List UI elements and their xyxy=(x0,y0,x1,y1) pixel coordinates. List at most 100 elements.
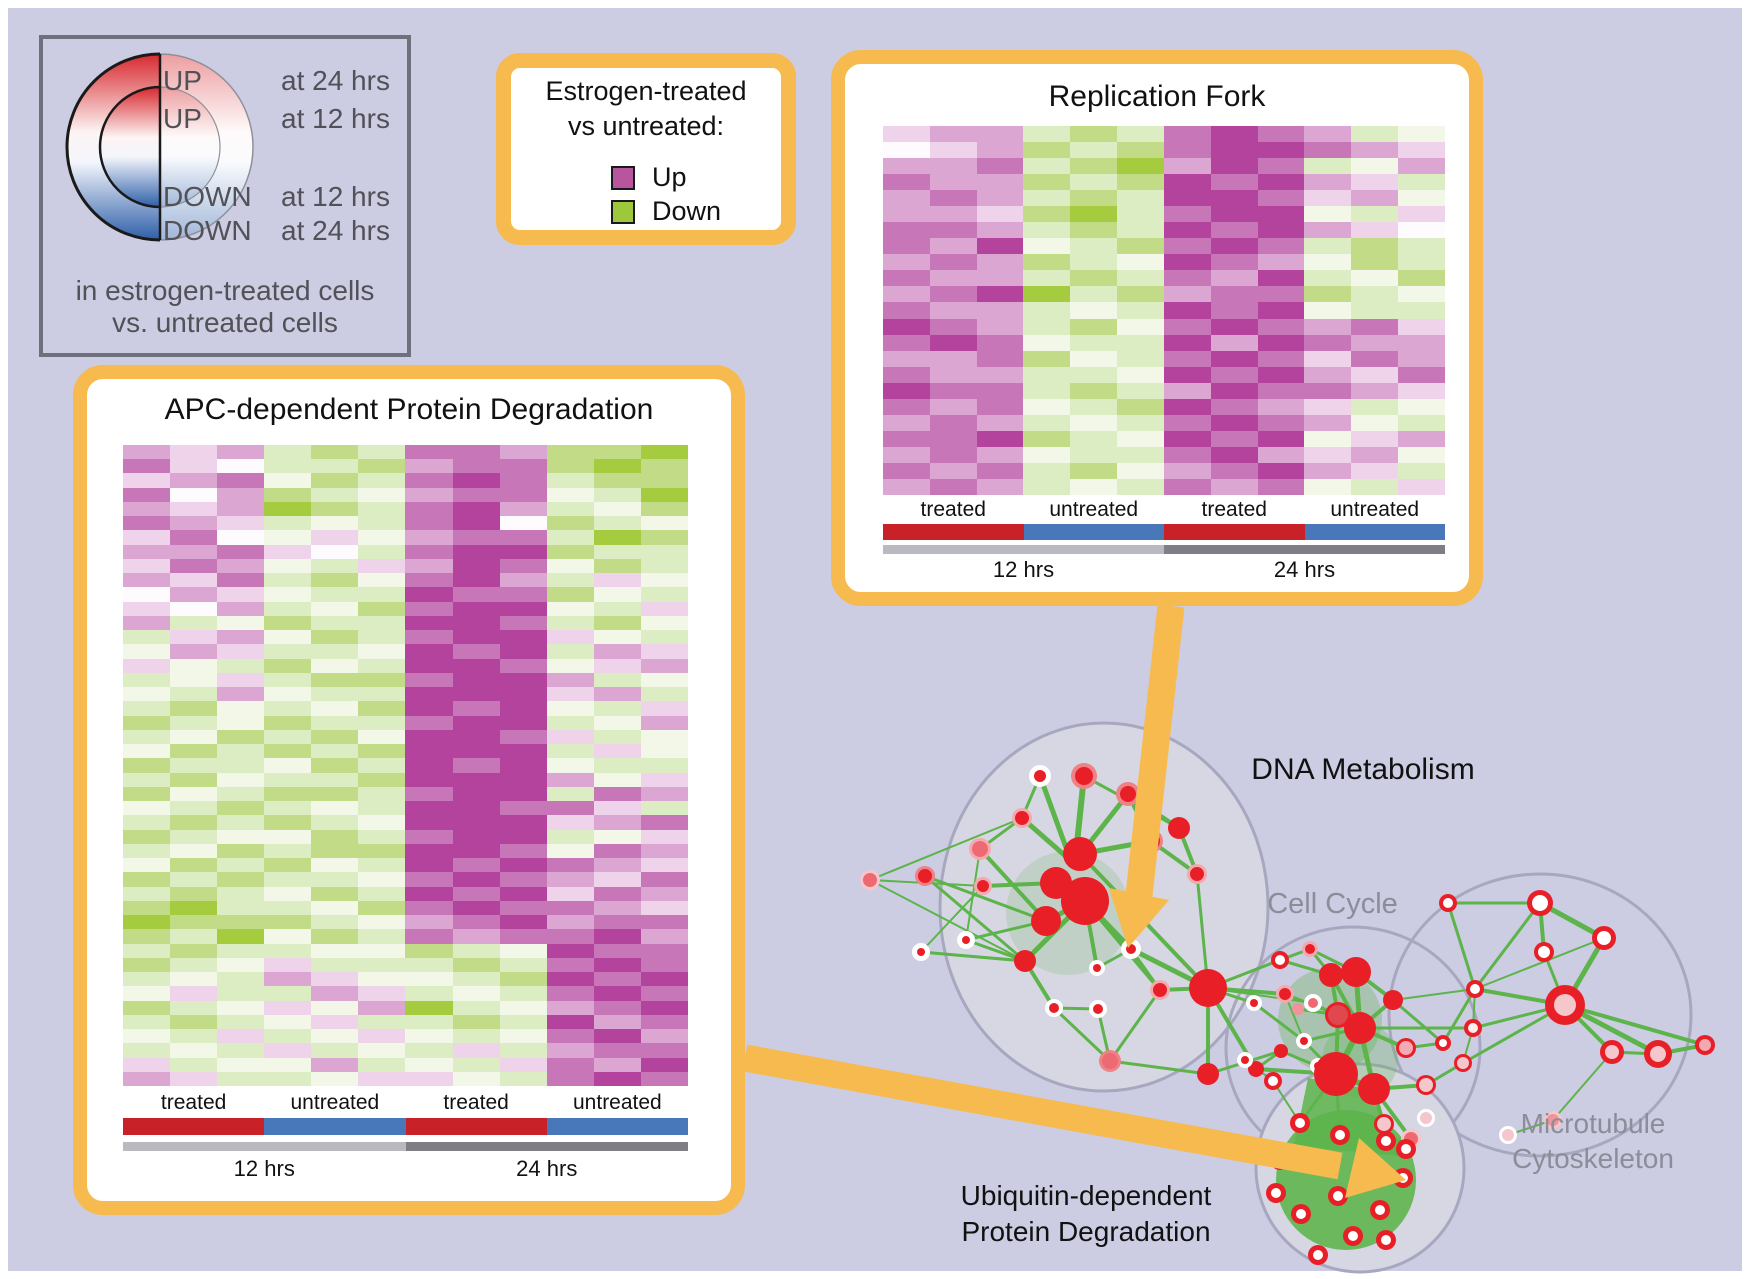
heatmap-cell xyxy=(1398,398,1445,415)
heatmap-cell xyxy=(264,957,312,973)
heatmap-cell xyxy=(358,672,406,688)
heatmap-cell xyxy=(311,972,359,987)
heatmap-cell xyxy=(593,786,641,802)
heatmap-cell xyxy=(1257,174,1305,191)
heatmap-cell xyxy=(499,544,547,559)
heatmap-cell xyxy=(1398,158,1445,175)
heatmap-cell xyxy=(640,658,688,673)
heatmap-cell xyxy=(1070,318,1118,335)
heatmap-cell xyxy=(546,587,594,602)
heatmap-cell xyxy=(593,1057,641,1072)
network-edge xyxy=(1083,899,1162,992)
network-edge xyxy=(1126,792,1153,843)
heatmap-cell xyxy=(593,872,641,887)
heatmap-cell xyxy=(123,1057,171,1072)
heatmap-cell xyxy=(405,929,453,944)
heatmap-cell xyxy=(1117,350,1164,367)
heatmap-cell xyxy=(311,886,359,901)
heatmap-cell xyxy=(311,516,359,531)
network-edge xyxy=(1656,1043,1707,1056)
heatmap-cell xyxy=(640,744,688,759)
heatmap-cell xyxy=(593,530,641,545)
heatmap-cell xyxy=(358,487,406,502)
heatmap-cell xyxy=(1023,126,1071,143)
heatmap-cell xyxy=(640,729,688,745)
heatmap-cell xyxy=(452,459,500,474)
node-ring xyxy=(1187,864,1207,884)
node-ring xyxy=(1435,1035,1451,1051)
heatmap-cell xyxy=(1398,206,1445,223)
heatmap-cell xyxy=(405,573,453,588)
heatmap-cell xyxy=(170,615,218,631)
heatmap-cell xyxy=(640,644,688,659)
node-ring xyxy=(1376,1230,1396,1250)
heatmap-cell xyxy=(405,530,453,545)
network-node xyxy=(1532,895,1548,911)
heatmap-cell xyxy=(976,174,1024,191)
heatmap-cell xyxy=(1398,366,1445,383)
heatmap-cell xyxy=(640,501,688,517)
heatmap-cell xyxy=(640,801,688,816)
heatmap-cell xyxy=(1257,334,1305,351)
heatmap-cell xyxy=(123,929,171,944)
heatmap-cell xyxy=(1304,382,1352,399)
heatmap-cell xyxy=(1163,270,1211,287)
heatmap-cell xyxy=(123,558,171,574)
heatmap-cell xyxy=(1070,206,1118,223)
heatmap-cell xyxy=(1304,158,1352,175)
heatmap-cell xyxy=(452,729,500,745)
network-node xyxy=(1650,1046,1666,1062)
heatmap-cell xyxy=(593,715,641,730)
network-edge xyxy=(1372,1087,1413,1141)
heatmap-cell xyxy=(123,530,171,545)
heatmap-cell xyxy=(640,829,688,844)
node-ring xyxy=(1296,1033,1312,1049)
heatmap-cell xyxy=(1304,446,1352,463)
network-node xyxy=(918,869,932,883)
network-edge xyxy=(1128,946,1211,991)
network-node xyxy=(1328,1005,1348,1025)
heatmap-cell xyxy=(311,644,359,659)
heatmap-cell xyxy=(499,487,547,502)
heatmap-cell xyxy=(123,829,171,844)
heatmap-cell xyxy=(170,801,218,816)
network-edge xyxy=(1610,1050,1660,1056)
heatmap-cell xyxy=(123,872,171,887)
network-edge xyxy=(1357,1025,1377,1092)
heatmap-cell xyxy=(640,900,688,916)
heatmap-cell xyxy=(1304,222,1352,239)
heatmap-cell xyxy=(264,829,312,844)
heatmap-cell xyxy=(452,829,500,844)
network-node xyxy=(1699,1039,1711,1051)
node-ring xyxy=(1396,1038,1416,1058)
heatmap-cell xyxy=(311,544,359,559)
network-node xyxy=(1126,944,1136,954)
heatmap-cell xyxy=(311,943,359,958)
heatmap-cell xyxy=(883,270,930,287)
heatmap-cell xyxy=(883,206,930,223)
heatmap-cell xyxy=(499,1014,547,1030)
heatmap-cell xyxy=(546,473,594,488)
heatmap-cell xyxy=(405,900,453,916)
heatmap-cell xyxy=(1023,382,1071,399)
heatmap-cell xyxy=(1351,254,1399,271)
heatmap-cell xyxy=(264,801,312,816)
network-edge xyxy=(1461,1003,1567,1065)
heatmap-cell xyxy=(883,238,930,255)
heatmap-cell xyxy=(405,772,453,787)
heatmap-cell xyxy=(217,943,265,958)
heatmap-cell xyxy=(264,544,312,559)
node-ring xyxy=(1464,1019,1482,1037)
node-ring xyxy=(1012,808,1032,828)
heatmap-cell xyxy=(264,729,312,745)
heatmap-cell xyxy=(358,786,406,802)
untreated-bar-segment xyxy=(1023,524,1164,540)
heatmap-cell xyxy=(1210,206,1258,223)
network-edge xyxy=(1538,901,1546,954)
heatmap-cell xyxy=(1351,398,1399,415)
heatmap-cell xyxy=(452,658,500,673)
color-key-box: UP at 24 hrs UP at 12 hrs DOWN at 12 hrs… xyxy=(39,35,411,357)
heatmap-cell xyxy=(499,772,547,787)
heatmap-cell xyxy=(452,786,500,802)
edge-density-blob xyxy=(1278,968,1382,1072)
